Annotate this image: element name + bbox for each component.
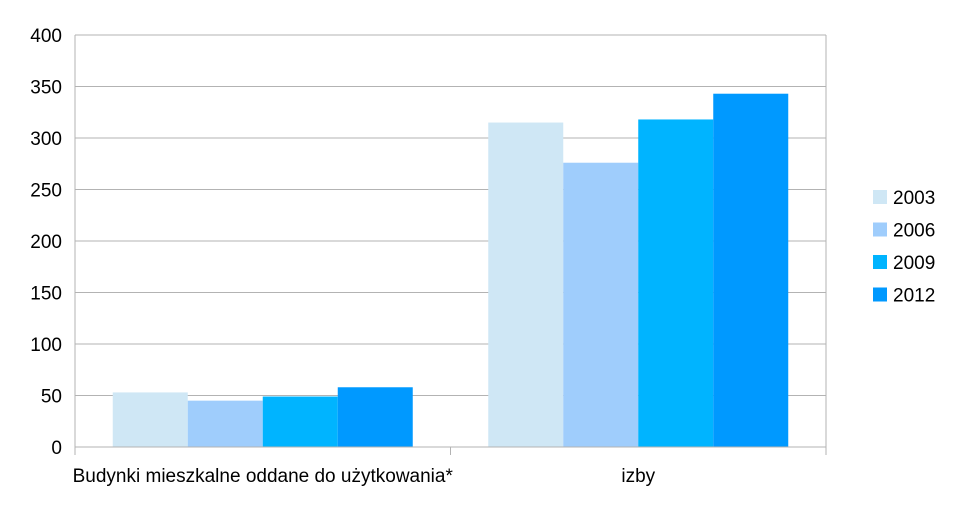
y-tick-label: 0 (51, 438, 62, 459)
legend-swatch-2012 (873, 287, 887, 302)
legend-label: 2006 (893, 221, 935, 242)
x-category-label: izby (621, 466, 655, 487)
x-category-label: Budynki mieszkalne oddane do użytkowania… (73, 466, 454, 487)
gridlines (75, 34, 826, 396)
bar-2003-1 (488, 122, 564, 448)
y-tick-label: 300 (30, 129, 62, 150)
y-tick-label: 100 (30, 335, 62, 356)
legend-label: 2009 (893, 253, 935, 274)
y-tick-label: 150 (30, 284, 62, 305)
bars (112, 93, 789, 448)
axes (74, 34, 827, 455)
y-tick-label: 350 (30, 78, 62, 99)
bar-2012-1 (713, 93, 789, 448)
legend-swatch-2009 (873, 255, 887, 269)
y-tick-label: 400 (30, 26, 62, 47)
legend-swatch-2003 (873, 190, 887, 204)
legend-label: 2003 (893, 188, 935, 209)
legend: 2003 2006 2009 2012 (873, 188, 935, 307)
bar-2009-0 (262, 396, 338, 447)
y-tick-label: 250 (30, 181, 62, 202)
bar-2006-1 (563, 162, 639, 447)
legend-swatch-2006 (873, 222, 887, 237)
bar-2006-0 (187, 400, 263, 447)
legend-label: 2012 (893, 286, 935, 307)
y-tick-label: 50 (41, 387, 62, 408)
bar-2009-1 (638, 119, 714, 448)
bar-2003-0 (112, 392, 188, 447)
x-category-labels: Budynki mieszkalne oddane do użytkowania… (73, 466, 656, 487)
bar-2012-0 (337, 387, 413, 447)
y-tick-labels: 0 50 100 150 200 250 300 350 400 (30, 26, 62, 459)
y-tick-label: 200 (30, 232, 62, 253)
